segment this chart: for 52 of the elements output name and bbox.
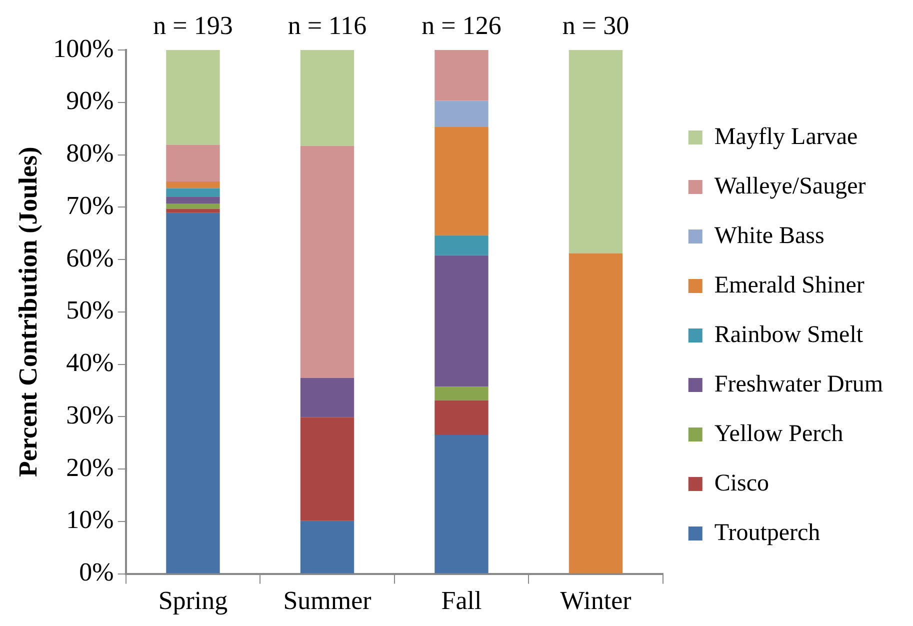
bar xyxy=(434,434,488,574)
x-tick-label: Spring xyxy=(158,586,228,616)
text: n = 116 xyxy=(288,10,367,40)
y-tick-label: 60% xyxy=(66,243,114,272)
bar xyxy=(300,146,354,378)
bar xyxy=(434,50,488,101)
legend-label: Yellow Perch xyxy=(714,420,844,447)
bar xyxy=(434,100,488,127)
bar xyxy=(300,417,354,521)
bar xyxy=(166,203,220,209)
legend-label: Mayfly Larvae xyxy=(714,124,858,150)
bar xyxy=(434,386,488,400)
legend-label: Freshwater Drum xyxy=(714,371,884,398)
text: n = 126 xyxy=(422,10,502,40)
x-tick-label: Winter xyxy=(560,586,632,616)
y-tick-label: 70% xyxy=(66,190,114,220)
bar xyxy=(568,253,623,574)
y-tick-label: 30% xyxy=(66,400,114,430)
y-axis-title: Percent Contribution (Joules) xyxy=(13,146,42,478)
text: n = 193 xyxy=(153,10,233,40)
bar xyxy=(434,235,488,256)
bar xyxy=(166,212,220,574)
y-tick-label: 100% xyxy=(53,34,114,63)
bar xyxy=(568,50,623,254)
bar xyxy=(166,208,220,213)
legend-label: Troutperch xyxy=(714,520,820,546)
y-tick-label: 20% xyxy=(66,452,114,482)
bar xyxy=(300,378,354,418)
bar xyxy=(166,144,220,182)
x-tick-label: Summer xyxy=(283,586,372,616)
y-tick-label: 10% xyxy=(66,505,114,534)
legend-label: Rainbow Smelt xyxy=(714,322,864,348)
y-tick-label: 0% xyxy=(79,558,114,587)
bar xyxy=(434,127,488,236)
text: n = 30 xyxy=(562,10,630,40)
x-tick-label: Fall xyxy=(441,586,482,616)
legend-label: Cisco xyxy=(714,470,770,496)
bar xyxy=(166,181,220,188)
bar xyxy=(166,196,220,204)
legend-label: White Bass xyxy=(714,222,824,249)
y-tick-label: 40% xyxy=(66,348,114,378)
bar xyxy=(300,520,354,574)
legend-label: Emerald Shiner xyxy=(714,272,864,298)
bar xyxy=(166,50,220,145)
legend-label: Walleye/Sauger xyxy=(714,173,866,200)
bar xyxy=(434,255,488,387)
bar xyxy=(300,50,354,146)
y-tick-label: 90% xyxy=(66,86,114,116)
bar xyxy=(434,400,488,435)
y-tick-label: 50% xyxy=(66,296,114,325)
bar xyxy=(166,188,220,197)
y-tick-label: 80% xyxy=(66,138,114,168)
